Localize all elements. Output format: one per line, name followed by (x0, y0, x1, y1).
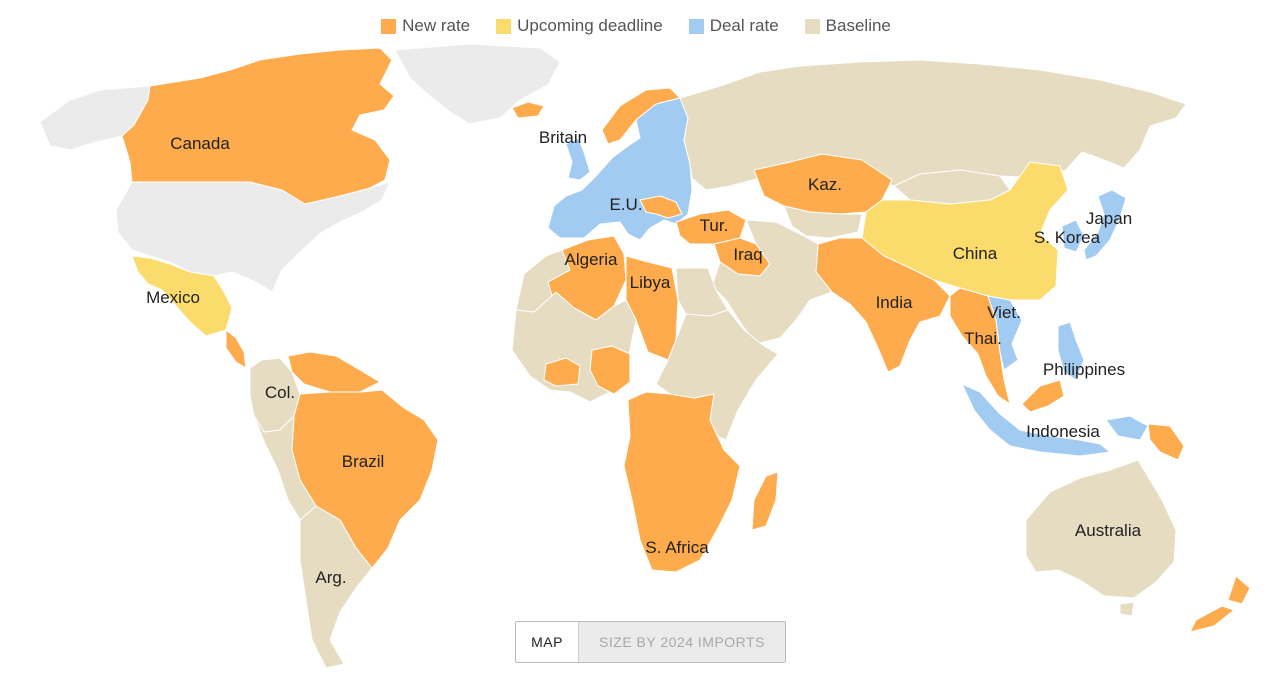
label-libya: Libya (630, 273, 671, 292)
region-southern-africa[interactable] (623, 391, 741, 573)
region-png[interactable] (1147, 423, 1185, 461)
legend-label-new-rate: New rate (402, 16, 471, 35)
label-mexico: Mexico (146, 288, 200, 307)
region-south-america-west[interactable] (253, 415, 317, 521)
region-greenland[interactable] (394, 43, 561, 125)
label-viet: Viet. (987, 303, 1021, 322)
region-argentina[interactable] (299, 505, 373, 669)
label-thai: Thai. (964, 329, 1002, 348)
label-japan: Japan (1086, 209, 1132, 228)
legend-swatch-baseline (804, 18, 820, 34)
region-madagascar[interactable] (751, 471, 779, 531)
label-eu: E.U. (609, 195, 642, 214)
region-libya[interactable] (625, 255, 679, 361)
label-canada: Canada (170, 134, 230, 153)
label-algeria: Algeria (565, 250, 618, 269)
legend-label-baseline: Baseline (825, 16, 891, 35)
view-toggle: MAP SIZE BY 2024 IMPORTS (515, 621, 786, 663)
region-korea-japan[interactable] (1061, 189, 1127, 261)
legend-item-baseline: Baseline (804, 16, 891, 36)
label-skorea: S. Korea (1034, 228, 1101, 247)
region-new-zealand[interactable] (1189, 575, 1251, 633)
region-balkans[interactable] (639, 195, 683, 219)
region-britain[interactable] (565, 137, 591, 181)
label-britain: Britain (539, 128, 587, 147)
region-philippines[interactable] (1057, 321, 1085, 381)
legend-label-deal-rate: Deal rate (709, 16, 779, 35)
legend-item-deal-rate: Deal rate (688, 16, 779, 36)
label-india: India (876, 293, 913, 312)
label-china: China (953, 244, 998, 263)
label-arg: Arg. (315, 568, 346, 587)
legend-item-upcoming-deadline: Upcoming deadline (496, 16, 663, 36)
label-philippines: Philippines (1043, 360, 1125, 379)
region-indonesia[interactable] (961, 383, 1149, 457)
region-west-africa-orange[interactable] (543, 345, 631, 395)
region-central-asia[interactable] (783, 205, 863, 239)
region-vietnam[interactable] (987, 295, 1023, 371)
legend-item-new-rate: New rate (381, 16, 470, 36)
label-tur: Tur. (700, 216, 729, 235)
map-view-button[interactable]: MAP (516, 622, 578, 662)
legend-label-upcoming-deadline: Upcoming deadline (517, 16, 663, 35)
label-brazil: Brazil (342, 452, 385, 471)
size-by-imports-button[interactable]: SIZE BY 2024 IMPORTS (578, 622, 785, 662)
region-central-america[interactable] (225, 329, 247, 369)
legend-swatch-upcoming-deadline (496, 18, 512, 34)
region-venezuela[interactable] (287, 351, 381, 393)
region-iceland[interactable] (511, 101, 545, 119)
legend-swatch-new-rate (381, 18, 397, 34)
label-australia: Australia (1075, 521, 1142, 540)
region-canada[interactable] (121, 47, 395, 205)
region-malaysia[interactable] (1021, 379, 1065, 413)
label-indonesia: Indonesia (1026, 422, 1100, 441)
region-australia[interactable] (1025, 459, 1177, 617)
label-iraq: Iraq (733, 245, 762, 264)
label-kaz: Kaz. (808, 175, 842, 194)
map-legend: New rate Upcoming deadline Deal rate Bas… (0, 16, 1272, 36)
legend-swatch-deal-rate (688, 18, 704, 34)
label-col: Col. (265, 383, 295, 402)
label-safrica: S. Africa (645, 538, 709, 557)
region-south-asia[interactable] (815, 237, 951, 373)
